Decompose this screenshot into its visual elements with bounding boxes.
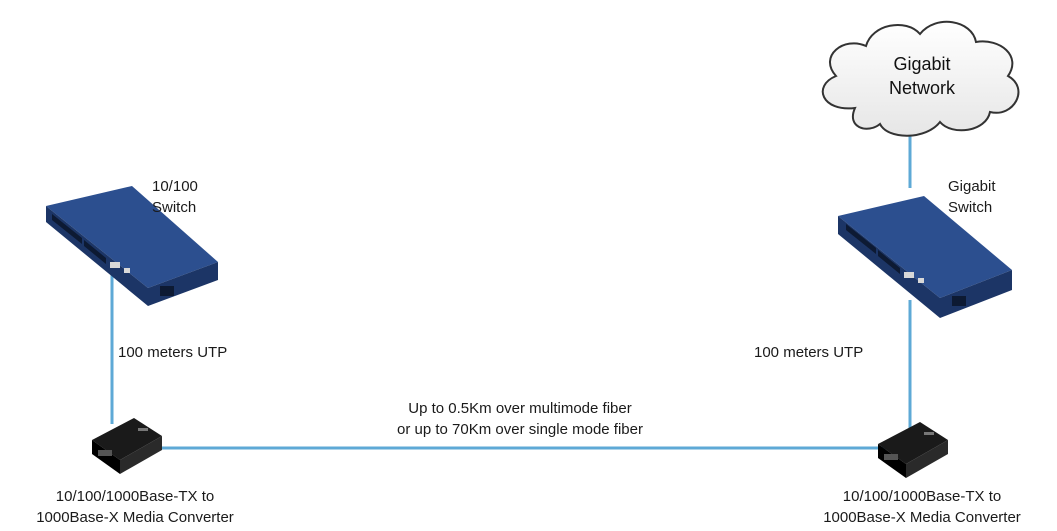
left-switch-label: 10/100 Switch: [152, 176, 198, 218]
right-cable-label: 100 meters UTP: [754, 344, 864, 361]
right-media-converter-icon: [878, 422, 948, 478]
left-switch-icon: [46, 186, 218, 306]
left-cable-label: 100 meters UTP: [118, 344, 228, 361]
cables: [110, 134, 912, 450]
left-converter-label-line1: 10/100/1000Base-TX to: [55, 488, 215, 505]
cloud-label-line1: Gigabit: [893, 54, 951, 74]
left-switch-label-line2: Switch: [152, 199, 197, 216]
right-converter-label: 10/100/1000Base-TX to 1000Base-X Media C…: [787, 486, 1057, 528]
right-switch-label-line1: Gigabit: [948, 178, 996, 195]
fiber-label-line1: Up to 0.5Km over multimode fiber: [408, 400, 632, 417]
right-switch-label: Gigabit Switch: [948, 176, 996, 218]
cloud-label: Gigabit Network: [842, 52, 1002, 100]
cloud-label-line2: Network: [888, 78, 955, 98]
right-converter-label-line1: 10/100/1000Base-TX to: [842, 488, 1002, 505]
left-switch-label-line1: 10/100: [152, 178, 198, 195]
fiber-label-line2: or up to 70Km over single mode fiber: [397, 421, 643, 438]
left-media-converter-icon: [92, 418, 162, 474]
right-switch-icon: [838, 196, 1012, 318]
right-switch-label-line2: Switch: [948, 199, 993, 216]
cloud-icon: [821, 20, 1020, 137]
left-converter-label: 10/100/1000Base-TX to 1000Base-X Media C…: [0, 486, 270, 528]
fiber-label: Up to 0.5Km over multimode fiber or up t…: [320, 398, 720, 440]
right-converter-label-line2: 1000Base-X Media Converter: [823, 509, 1021, 526]
left-converter-label-line2: 1000Base-X Media Converter: [36, 509, 234, 526]
